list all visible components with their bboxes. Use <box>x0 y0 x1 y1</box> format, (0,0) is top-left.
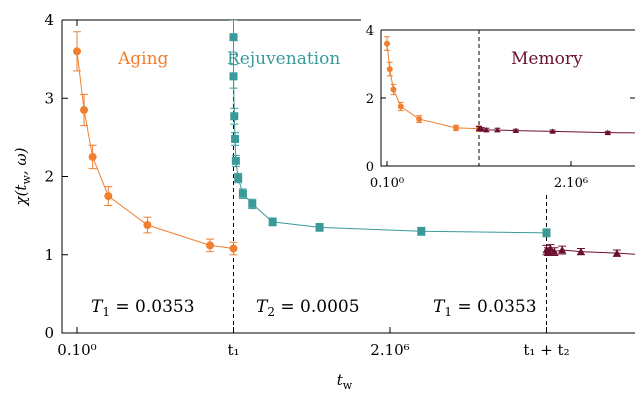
circle-marker <box>104 192 113 201</box>
series-group <box>73 31 238 256</box>
square-marker <box>238 189 247 198</box>
temperature-sub: 2 <box>267 305 275 319</box>
square-marker <box>234 174 243 183</box>
triangle-marker <box>494 126 501 133</box>
y-tick-label: 2 <box>44 168 54 186</box>
temperature-sub: 1 <box>102 305 110 319</box>
triangle-marker <box>483 126 490 133</box>
square-marker <box>542 228 551 237</box>
inset-x-tick-label: 2.10⁶ <box>554 176 588 191</box>
circle-marker <box>384 40 390 47</box>
temperature-value: = 0.0353 <box>110 297 195 317</box>
triangle-marker <box>512 127 519 134</box>
circle-marker <box>397 103 404 110</box>
circle-marker <box>390 86 397 93</box>
circle-marker <box>386 66 393 73</box>
circle-marker <box>206 241 215 250</box>
circle-marker <box>416 116 423 123</box>
temperature-var: T <box>91 297 104 317</box>
phase-label-aging: Aging <box>117 49 169 69</box>
inset-y-tick-label: 0 <box>366 160 374 175</box>
triangle-marker <box>478 126 485 132</box>
circle-marker <box>80 105 89 114</box>
square-marker <box>268 217 277 226</box>
x-tick-label: t₁ + t₂ <box>523 341 569 359</box>
y-tick-label: 3 <box>44 89 54 107</box>
y-axis-label-tail: , ω) <box>12 147 30 175</box>
temperature-label: T2 = 0.0005 <box>256 297 360 319</box>
inset-plot: 0 2 4 0.10⁰ 2.10⁶ Memory <box>361 18 635 194</box>
temperature-value: = 0.0005 <box>275 297 360 317</box>
temperature-sub: 1 <box>444 305 452 319</box>
series-line <box>76 51 234 249</box>
y-axis-label-main: χ(t <box>12 184 30 207</box>
temperature-var: T <box>256 297 269 317</box>
triangle-marker <box>604 129 611 136</box>
square-marker <box>248 199 257 208</box>
circle-marker <box>73 47 81 56</box>
x-axis-label: tw <box>337 371 353 392</box>
inset-y-tick-label: 4 <box>366 24 374 39</box>
circle-marker <box>453 124 459 131</box>
series-group <box>384 36 482 132</box>
square-marker <box>315 223 324 232</box>
inset-background <box>361 18 635 194</box>
x-tick-label: 0.10⁰ <box>57 341 96 359</box>
triangle-marker <box>612 249 621 257</box>
square-marker <box>417 227 426 236</box>
x-tick-label: 2.10⁶ <box>370 341 409 359</box>
x-axis-label-sub: w <box>343 379 353 392</box>
phase-label-rejuvenation: Rejuvenation <box>227 49 340 69</box>
series-group <box>476 125 635 136</box>
y-axis-label: χ(tw, ω) <box>12 147 33 206</box>
y-axis-label-sub: w <box>20 175 33 185</box>
series-group <box>542 244 635 257</box>
circle-marker <box>143 221 152 230</box>
circle-marker <box>229 244 238 253</box>
inset-x-tick-label: 0.10⁰ <box>370 176 404 191</box>
temperature-label: T1 = 0.0353 <box>433 297 537 319</box>
y-tick-label: 1 <box>44 246 54 264</box>
triangle-marker <box>549 128 556 134</box>
triangle-marker <box>550 247 559 255</box>
x-axis-label-base: t <box>337 371 344 389</box>
phase-label-memory: Memory <box>511 49 583 69</box>
square-marker <box>230 112 239 121</box>
triangle-marker <box>576 247 585 255</box>
square-marker <box>231 134 240 143</box>
square-marker <box>229 33 238 42</box>
square-marker <box>231 156 240 165</box>
y-tick-label: 0 <box>44 324 54 342</box>
temperature-value: = 0.0353 <box>452 297 537 317</box>
temperature-label: T1 = 0.0353 <box>91 297 195 319</box>
temperature-var: T <box>433 297 446 317</box>
triangle-marker <box>558 246 567 254</box>
series-group <box>229 20 551 238</box>
inset-y-tick-label: 2 <box>366 92 374 107</box>
square-marker <box>229 72 238 81</box>
circle-marker <box>88 152 97 161</box>
x-tick-label: t₁ <box>227 341 239 359</box>
y-tick-label: 4 <box>44 11 54 29</box>
